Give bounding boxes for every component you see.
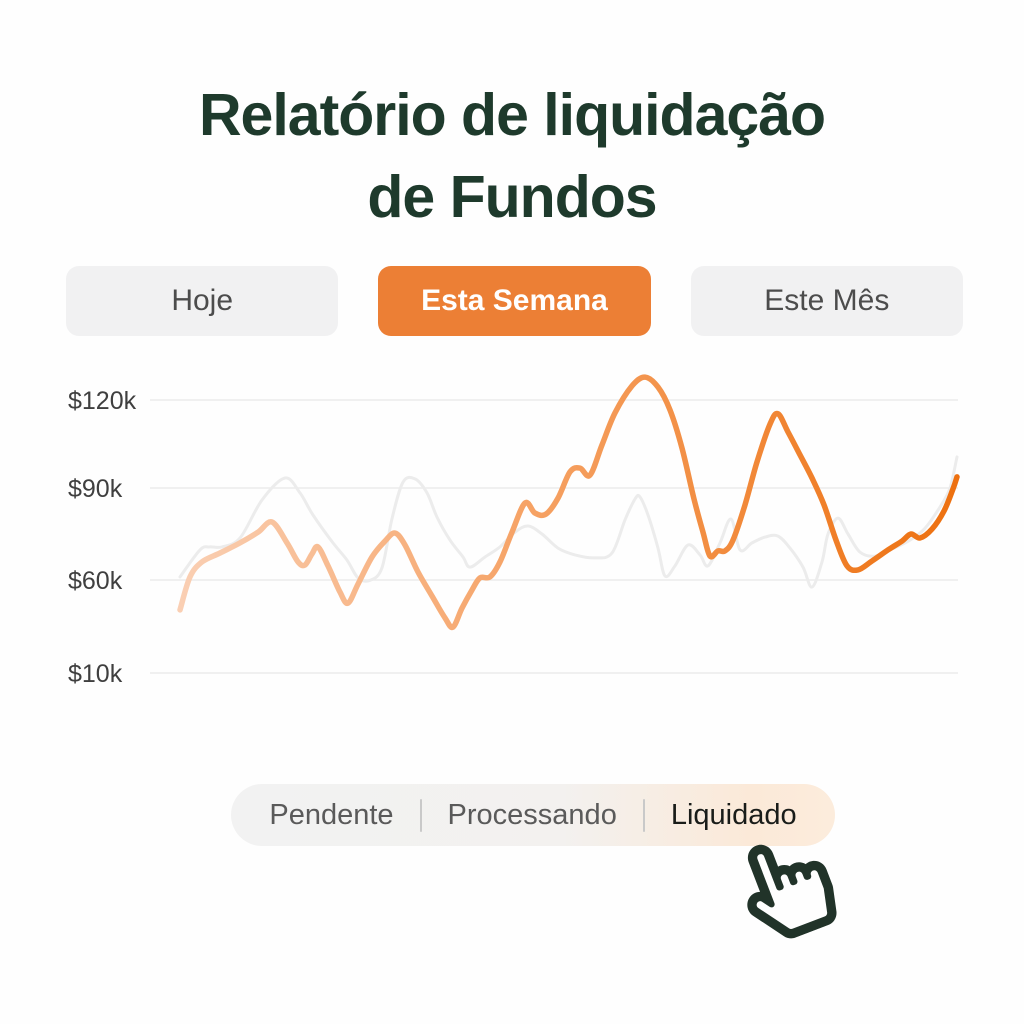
tab-hoje[interactable]: Hoje bbox=[66, 266, 339, 336]
y-tick-label: $120k bbox=[68, 387, 137, 415]
series-liquidado-line bbox=[177, 374, 960, 631]
hand-pointer-icon bbox=[736, 842, 837, 942]
y-tick-label: $90k bbox=[68, 475, 123, 503]
series-background-line bbox=[178, 455, 959, 589]
status-divider bbox=[419, 798, 422, 832]
status-filter: Pendente Processando Liquidado bbox=[231, 784, 835, 846]
tab-este-mes[interactable]: Este Mês bbox=[690, 266, 963, 336]
y-tick-label: $60k bbox=[68, 567, 123, 595]
page-title: Relatório de liquidação de Fundos bbox=[0, 74, 1024, 238]
status-item-liquidado[interactable]: Liquidado bbox=[670, 798, 797, 831]
status-item-pendente[interactable]: Pendente bbox=[269, 798, 394, 831]
tab-esta-semana[interactable]: Esta Semana bbox=[378, 266, 651, 336]
period-tabs: Hoje Esta Semana Este Mês bbox=[66, 266, 963, 336]
status-divider bbox=[642, 798, 645, 832]
status-item-processando[interactable]: Processando bbox=[447, 798, 617, 831]
page-title-line2: de Fundos bbox=[367, 164, 657, 230]
page-title-line1: Relatório de liquidação bbox=[198, 82, 826, 148]
y-tick-label: $10k bbox=[68, 660, 123, 688]
